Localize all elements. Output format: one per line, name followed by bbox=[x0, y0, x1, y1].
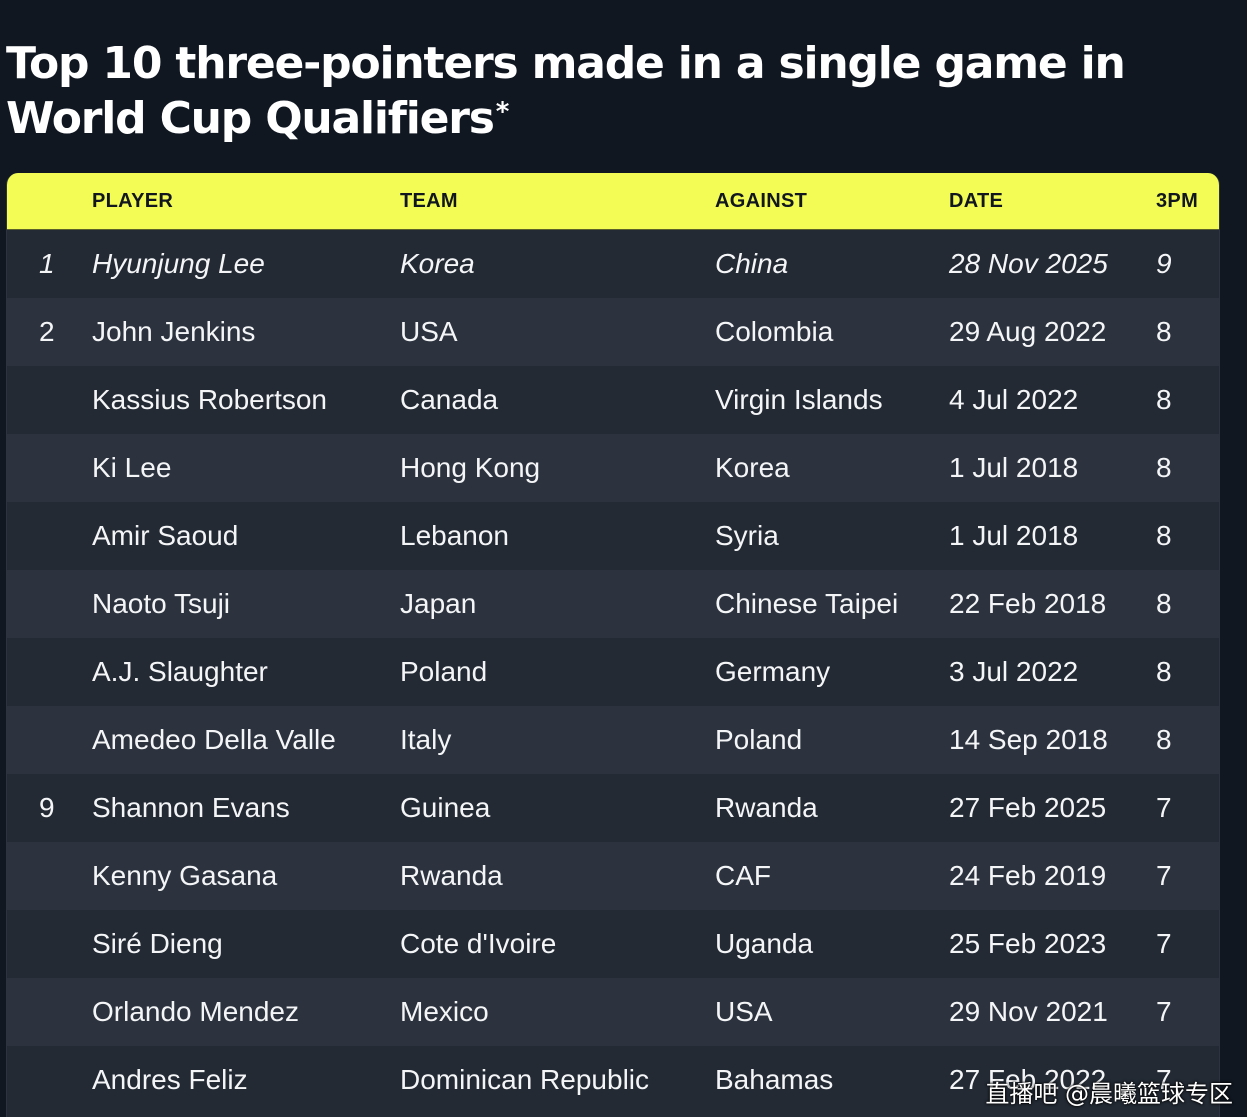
watermark: 直播吧 @晨曦篮球专区 bbox=[985, 1080, 1233, 1108]
records-table: PLAYER TEAM AGAINST DATE 3PM 1 Hyunjung L… bbox=[6, 173, 1220, 1117]
table-row: Amir Saoud Lebanon Syria 1 Jul 2018 8 bbox=[7, 502, 1219, 570]
column-header-player: PLAYER bbox=[92, 190, 174, 212]
date-cell: 3 Jul 2022 bbox=[949, 656, 1079, 687]
rank-cell: 1 bbox=[39, 248, 55, 279]
player-cell: Orlando Mendez bbox=[92, 996, 300, 1027]
team-cell: Canada bbox=[400, 384, 499, 415]
rank-cell: 2 bbox=[39, 316, 55, 347]
date-cell: 1 Jul 2018 bbox=[949, 452, 1079, 483]
team-cell: Rwanda bbox=[400, 860, 503, 891]
against-cell: Virgin Islands bbox=[715, 384, 883, 415]
threepm-cell: 7 bbox=[1156, 1064, 1172, 1095]
against-cell: USA bbox=[715, 996, 773, 1027]
title-asterisk: * bbox=[495, 97, 510, 127]
against-cell: Chinese Taipei bbox=[715, 588, 899, 619]
date-cell: 27 Feb 2022 bbox=[949, 1064, 1107, 1095]
player-cell: Siré Dieng bbox=[92, 928, 223, 959]
table-row: 1 Hyunjung Lee Korea China 28 Nov 2025 9 bbox=[7, 230, 1219, 298]
table-row: Amedeo Della Valle Italy Poland 14 Sep 2018… bbox=[7, 706, 1219, 774]
threepm-cell: 7 bbox=[1156, 928, 1172, 959]
team-cell: USA bbox=[400, 316, 458, 347]
player-cell: Naoto Tsuji bbox=[92, 588, 231, 619]
title-text: Top 10 three-pointers made in a single g… bbox=[6, 38, 1126, 144]
against-cell: Rwanda bbox=[715, 792, 818, 823]
column-header-3pm: 3PM bbox=[1156, 190, 1199, 212]
table-row: Andres Feliz Dominican Republic Bahamas 27 … bbox=[7, 1046, 1219, 1114]
against-cell: Colombia bbox=[715, 316, 834, 347]
date-cell: 4 Jul 2022 bbox=[949, 384, 1079, 415]
player-cell: Amir Saoud bbox=[92, 520, 239, 551]
team-cell: Hong Kong bbox=[400, 452, 541, 483]
column-header-team: TEAM bbox=[400, 190, 458, 212]
date-cell: 1 Jul 2018 bbox=[949, 520, 1079, 551]
player-cell: Andres Feliz bbox=[92, 1064, 248, 1095]
threepm-cell: 8 bbox=[1156, 520, 1172, 551]
threepm-cell: 9 bbox=[1156, 248, 1172, 279]
against-cell: Poland bbox=[715, 724, 803, 755]
team-cell: Japan bbox=[400, 588, 477, 619]
player-cell: Ki Lee bbox=[92, 452, 172, 483]
against-cell: CAF bbox=[715, 860, 771, 891]
table-row: Naoto Tsuji Japan Chinese Taipei 22 Feb 201… bbox=[7, 570, 1219, 638]
table-row: 2 John Jenkins USA Colombia 29 Aug 2022 8 bbox=[7, 298, 1219, 366]
player-cell: Amedeo Della Valle bbox=[92, 724, 336, 755]
threepm-cell: 7 bbox=[1156, 860, 1172, 891]
threepm-cell: 8 bbox=[1156, 384, 1172, 415]
table-row: Kenny Gasana Rwanda CAF 24 Feb 2019 7 bbox=[7, 842, 1219, 910]
player-cell: Kenny Gasana bbox=[92, 860, 278, 891]
table-header: PLAYER TEAM AGAINST DATE 3PM bbox=[7, 173, 1219, 230]
threepm-cell: 8 bbox=[1156, 316, 1172, 347]
table-row: 9 Shannon Evans Guinea Rwanda 27 Feb 2025 7 bbox=[7, 774, 1219, 842]
table-row: Kassius Robertson Canada Virgin Islands 4 J… bbox=[7, 366, 1219, 434]
threepm-cell: 7 bbox=[1156, 996, 1172, 1027]
against-cell: Korea bbox=[715, 452, 790, 483]
table-row: Siré Dieng Cote d'Ivoire Uganda 25 Feb 2023… bbox=[7, 910, 1219, 978]
team-cell: Poland bbox=[400, 656, 488, 687]
against-cell: Germany bbox=[715, 656, 831, 687]
team-cell: Dominican Republic bbox=[400, 1064, 650, 1095]
page-title: Top 10 three-pointers made in a single g… bbox=[6, 36, 1206, 146]
table-row: Orlando Mendez Mexico USA 29 Nov 2021 7 bbox=[7, 978, 1219, 1046]
date-cell: 25 Feb 2023 bbox=[949, 928, 1107, 959]
player-cell: Kassius Robertson bbox=[92, 384, 328, 415]
column-header-date: DATE bbox=[949, 190, 1004, 212]
threepm-cell: 8 bbox=[1156, 452, 1172, 483]
team-cell: Italy bbox=[400, 724, 452, 755]
player-cell: John Jenkins bbox=[92, 316, 256, 347]
team-cell: Korea bbox=[400, 248, 475, 279]
threepm-cell: 8 bbox=[1156, 656, 1172, 687]
player-cell: A.J. Slaughter bbox=[92, 656, 268, 687]
threepm-cell: 7 bbox=[1156, 792, 1172, 823]
player-cell: Hyunjung Lee bbox=[92, 248, 265, 279]
threepm-cell: 8 bbox=[1156, 588, 1172, 619]
rank-cell: 9 bbox=[39, 792, 55, 823]
table-row: A.J. Slaughter Poland Germany 3 Jul 2022 8 bbox=[7, 638, 1219, 706]
threepm-cell: 8 bbox=[1156, 724, 1172, 755]
date-cell: 29 Aug 2022 bbox=[949, 316, 1107, 347]
against-cell: Bahamas bbox=[715, 1064, 834, 1095]
player-cell: Shannon Evans bbox=[92, 792, 290, 823]
team-cell: Guinea bbox=[400, 792, 491, 823]
team-cell: Cote d'Ivoire bbox=[400, 928, 557, 959]
date-cell: 27 Feb 2025 bbox=[949, 792, 1107, 823]
team-cell: Lebanon bbox=[400, 520, 510, 551]
column-header-against: AGAINST bbox=[715, 190, 808, 212]
against-cell: Syria bbox=[715, 520, 779, 551]
date-cell: 28 Nov 2025 bbox=[949, 248, 1108, 279]
date-cell: 14 Sep 2018 bbox=[949, 724, 1108, 755]
against-cell: Uganda bbox=[715, 928, 814, 959]
team-cell: Mexico bbox=[400, 996, 489, 1027]
against-cell: China bbox=[715, 248, 789, 279]
date-cell: 24 Feb 2019 bbox=[949, 860, 1107, 891]
table-row: Ki Lee Hong Kong Korea 1 Jul 2018 8 bbox=[7, 434, 1219, 502]
date-cell: 29 Nov 2021 bbox=[949, 996, 1108, 1027]
date-cell: 22 Feb 2018 bbox=[949, 588, 1107, 619]
